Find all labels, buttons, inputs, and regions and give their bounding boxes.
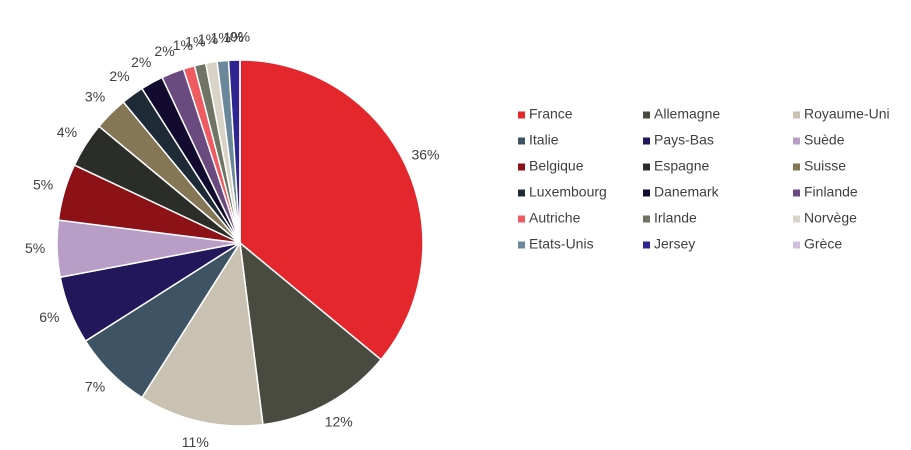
- legend-label: Suisse: [804, 158, 846, 174]
- legend-label: Danemark: [654, 184, 720, 200]
- legend-swatch: [518, 163, 525, 171]
- legend-swatch: [518, 111, 525, 119]
- legend-swatch: [643, 111, 650, 119]
- data-label: 1%: [185, 34, 205, 50]
- legend-label: Jersey: [654, 236, 695, 252]
- legend-label: France: [529, 106, 573, 122]
- pie-slice: [140, 240, 264, 427]
- pie-slice: [239, 241, 383, 426]
- data-label: 11%: [182, 434, 209, 450]
- data-label: 2%: [109, 68, 129, 84]
- legend-label: Grèce: [804, 236, 842, 252]
- data-label: 4%: [57, 124, 77, 140]
- legend-label: Irlande: [654, 210, 697, 226]
- data-label: 2%: [154, 43, 174, 59]
- data-label: 7%: [85, 379, 105, 395]
- legend-swatch: [518, 215, 525, 223]
- legend-swatch: [518, 241, 525, 249]
- legend-swatch: [518, 189, 525, 197]
- legend-label: Finlande: [804, 184, 858, 200]
- legend-label: Belgique: [529, 158, 584, 174]
- legend-label: Espagne: [654, 158, 709, 174]
- data-label: 5%: [33, 177, 53, 193]
- legend-label: Luxembourg: [529, 184, 607, 200]
- legend-label: Etats-Unis: [529, 236, 594, 252]
- legend-swatch: [793, 215, 800, 223]
- data-label: 36%: [411, 146, 439, 162]
- legend-label: Norvège: [804, 210, 857, 226]
- data-label: 1%: [211, 30, 231, 46]
- legend-label: Royaume-Uni: [804, 106, 890, 122]
- legend-label: Allemagne: [654, 106, 720, 122]
- legend-swatch: [793, 189, 800, 197]
- legend-label: Autriche: [529, 210, 581, 226]
- data-label: 3%: [85, 89, 105, 105]
- legend-swatch: [793, 241, 800, 249]
- legend-swatch: [793, 111, 800, 119]
- data-label: 6%: [39, 309, 59, 325]
- legend-label: Suède: [804, 132, 845, 148]
- data-label: 2%: [131, 54, 151, 70]
- data-label: 5%: [25, 240, 45, 256]
- legend-swatch: [518, 137, 525, 145]
- data-label: 1%: [223, 29, 243, 45]
- legend-swatch: [643, 189, 650, 197]
- legend-swatch: [643, 241, 650, 249]
- data-label: 1%: [173, 37, 193, 53]
- legend-swatch: [793, 163, 800, 171]
- legend-swatch: [643, 137, 650, 145]
- pie-slice: [239, 59, 424, 361]
- legend-swatch: [793, 137, 800, 145]
- legend-label: Pays-Bas: [654, 132, 714, 148]
- data-label: 0%: [230, 29, 250, 45]
- legend-swatch: [643, 215, 650, 223]
- legend-label: Italie: [529, 132, 559, 148]
- data-label: 12%: [325, 413, 353, 429]
- legend-swatch: [643, 163, 650, 171]
- data-label: 1%: [198, 31, 218, 47]
